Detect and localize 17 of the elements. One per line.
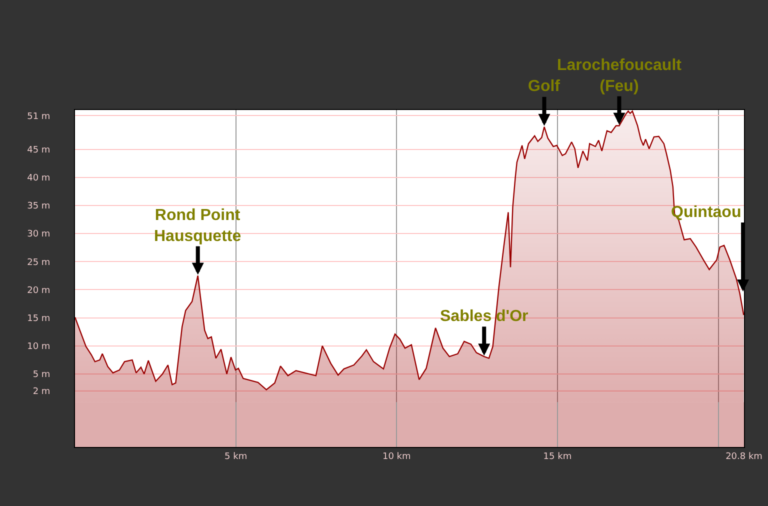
y-tick-label: 15 m xyxy=(27,314,50,324)
y-tick-label: 45 m xyxy=(27,145,50,156)
y-tick-label: 40 m xyxy=(27,174,50,184)
y-tick-label: 30 m xyxy=(27,230,50,240)
y-tick-label: 35 m xyxy=(27,202,50,212)
x-tick-label: 10 km xyxy=(382,452,411,462)
y-tick-label: 25 m xyxy=(27,258,50,268)
x-tick-label: 15 km xyxy=(543,452,572,462)
y-tick-label: 10 m xyxy=(27,342,50,352)
y-tick-label: 20 m xyxy=(27,286,50,296)
annotation: Rond Point Hausquette xyxy=(154,207,242,245)
x-tick-label: 5 km xyxy=(224,452,248,462)
y-tick-label: 5 m xyxy=(32,370,50,380)
y-tick-label: 2 m xyxy=(32,386,50,397)
y-tick-label: 51 m xyxy=(27,112,50,122)
annotation: Sables d'Or xyxy=(440,308,528,325)
x-tick-label: 20.8 km xyxy=(726,452,762,462)
